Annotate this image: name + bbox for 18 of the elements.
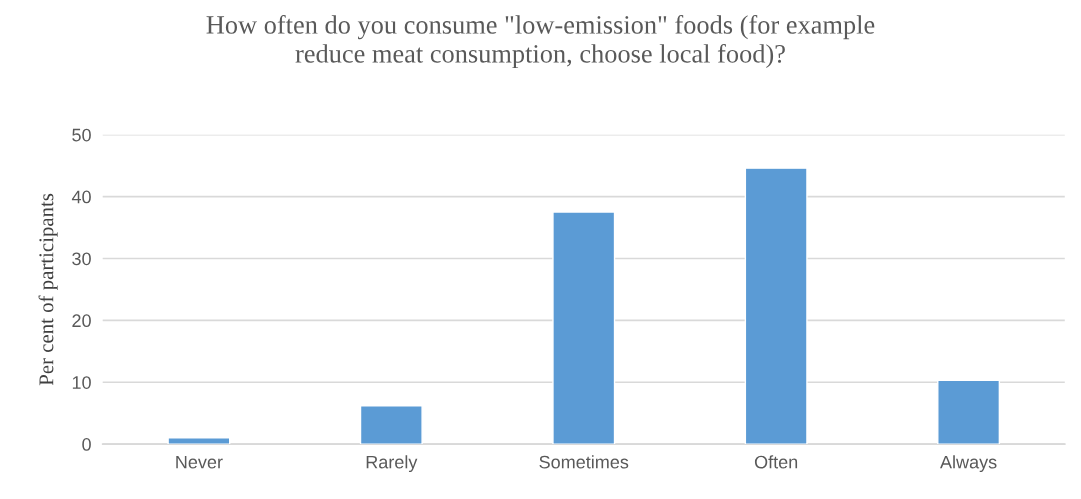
y-axis-title: Per cent of participants <box>38 193 58 386</box>
y-tick-label: 50 <box>72 128 91 142</box>
x-tick-label: Sometimes <box>539 455 629 469</box>
y-tick-label: 10 <box>72 376 91 389</box>
x-tick-label: Never <box>176 455 223 469</box>
x-tick-label: Rarely <box>366 455 418 473</box>
bar <box>937 379 1001 445</box>
x-tick-label: Often <box>754 455 798 469</box>
y-tick-label: 20 <box>72 314 91 328</box>
bar <box>552 211 616 445</box>
y-tick-label: 30 <box>72 252 91 266</box>
bar <box>167 437 231 445</box>
y-tick-label: 40 <box>71 190 91 204</box>
y-tick-label: 0 <box>82 438 91 451</box>
bar <box>359 405 423 445</box>
bar <box>744 167 808 445</box>
chart-title: How often do you consume "low-emission" foods (for example reduce meat consumption, choose local food)? <box>206 14 875 69</box>
x-tick-label: Always <box>940 455 997 473</box>
